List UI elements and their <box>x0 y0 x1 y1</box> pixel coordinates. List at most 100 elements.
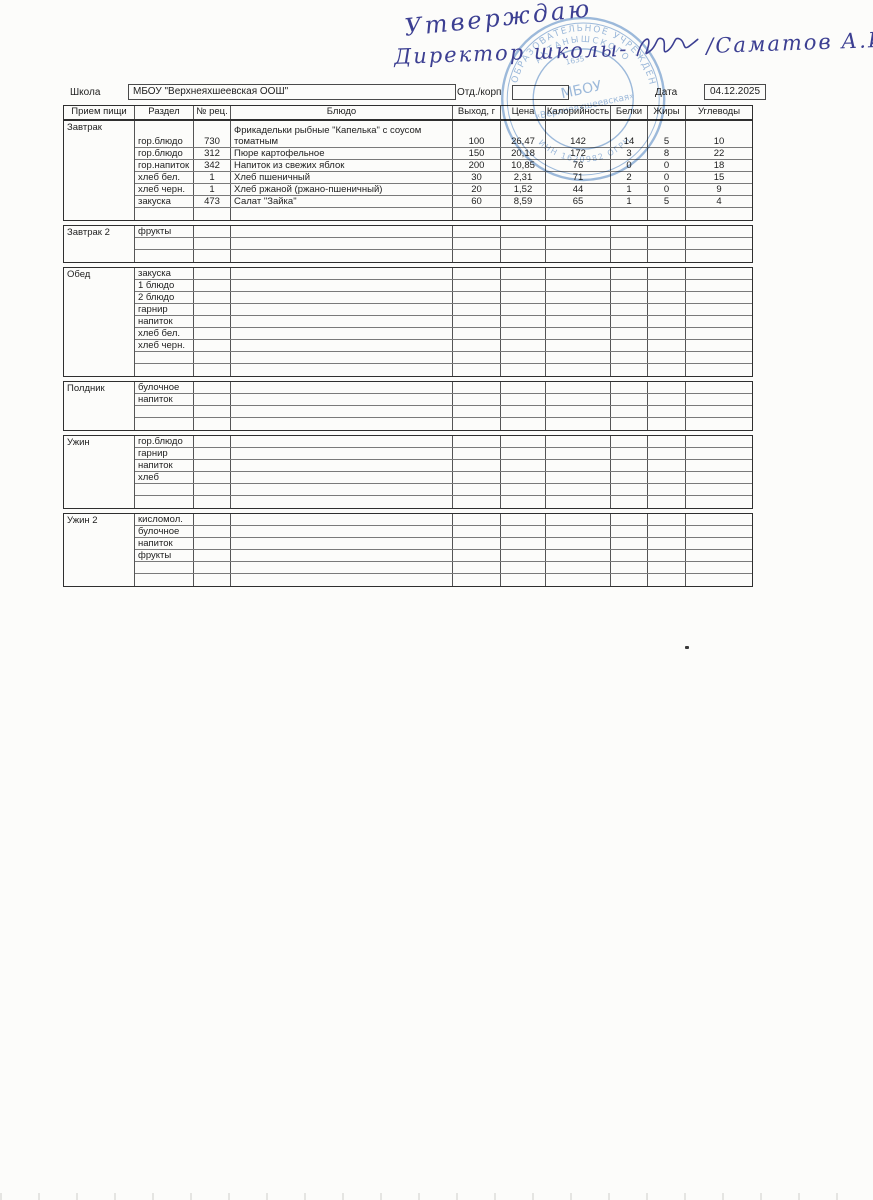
table-cell: гор.напиток <box>135 160 194 171</box>
table-cell <box>231 268 453 279</box>
table-cell <box>686 496 752 508</box>
table-cell <box>501 460 546 471</box>
table-cell <box>611 304 648 315</box>
table-cell <box>231 364 453 376</box>
table-cell <box>453 460 501 471</box>
table-cell <box>648 268 686 279</box>
table-cell <box>611 550 648 561</box>
table-cell <box>453 352 501 363</box>
table-cell <box>648 472 686 483</box>
table-cell: гор.блюдо <box>135 436 194 447</box>
table-cell <box>686 352 752 363</box>
table-cell <box>611 340 648 351</box>
column-header: Прием пищи <box>64 106 135 119</box>
table-cell <box>686 364 752 376</box>
table-cell <box>501 574 546 586</box>
table-cell <box>648 418 686 430</box>
table-cell <box>611 448 648 459</box>
section-body: Ужин гор.блюдо гарнир напиток хлеб <box>64 436 752 508</box>
table-cell: 1 <box>611 196 648 207</box>
table-cell <box>686 394 752 405</box>
table-cell: 44 <box>546 184 611 195</box>
table-cell: 730 <box>194 121 231 147</box>
table-cell: 150 <box>453 148 501 159</box>
table-cell <box>194 352 231 363</box>
table-cell <box>686 460 752 471</box>
table-cell: 142 <box>546 121 611 147</box>
table-cell <box>194 448 231 459</box>
table-cell <box>686 292 752 303</box>
table-cell <box>231 460 453 471</box>
table-cell <box>546 208 611 220</box>
table-cell: 2,31 <box>501 172 546 183</box>
table-cell <box>611 316 648 327</box>
table-cell <box>686 250 752 262</box>
table-cell: 9 <box>716 184 722 195</box>
table-row: гор.блюдо 312 Пюре картофельное 150 20,18 172… <box>135 148 752 160</box>
table-row <box>135 250 752 262</box>
table-row <box>135 574 752 586</box>
table-cell <box>194 496 231 508</box>
meal-section: Обед закуска 1 блюдо 2 блюдо гарнир напиток хл… <box>63 267 753 377</box>
table-cell <box>501 250 546 262</box>
table-cell: 18 <box>713 160 725 171</box>
handwritten-director-name: /Саматов А.И./ <box>705 27 873 59</box>
table-cell <box>501 352 546 363</box>
table-cell <box>648 226 686 237</box>
table-cell <box>648 238 686 249</box>
table-cell <box>453 448 501 459</box>
table-cell <box>546 484 611 495</box>
meal-section: Ужин 2 кисломол. булочное напиток фрукты <box>63 513 753 587</box>
table-cell <box>194 562 231 573</box>
table-row: напиток <box>135 460 752 472</box>
table-cell: 8 <box>648 148 686 159</box>
table-cell: фрукты <box>135 226 194 237</box>
table-cell <box>194 484 231 495</box>
table-cell <box>501 496 546 508</box>
table-cell <box>501 328 546 339</box>
table-cell <box>546 448 611 459</box>
table-row: булочное <box>135 526 752 538</box>
table-cell: 5 <box>648 121 686 147</box>
table-cell <box>194 394 231 405</box>
table-cell: гарнир <box>135 304 194 315</box>
table-cell <box>135 250 194 262</box>
table-cell <box>611 268 648 279</box>
table-cell: 200 <box>453 160 501 171</box>
table-cell <box>194 268 231 279</box>
dept-field-label: Отд./корп <box>457 87 502 98</box>
table-cell <box>648 208 686 220</box>
table-cell <box>648 394 686 405</box>
table-row: хлеб <box>135 472 752 484</box>
section-body: Ужин 2 кисломол. булочное напиток фрукты <box>64 514 752 586</box>
meal-section: Ужин гор.блюдо гарнир напиток хлеб <box>63 435 753 509</box>
table-cell <box>501 406 546 417</box>
table-cell <box>686 448 752 459</box>
table-cell <box>453 340 501 351</box>
table-cell: 76 <box>546 160 611 171</box>
table-cell <box>231 448 453 459</box>
table-row: гор.напиток 342 Напиток из свежих яблок 200… <box>135 160 752 172</box>
table-cell <box>686 268 752 279</box>
table-cell <box>501 316 546 327</box>
table-cell <box>231 316 453 327</box>
table-cell <box>648 514 686 525</box>
table-cell: напиток <box>135 460 194 471</box>
table-cell <box>501 472 546 483</box>
table-cell: напиток <box>135 394 194 405</box>
table-cell <box>546 460 611 471</box>
table-cell <box>686 238 752 249</box>
table-cell <box>194 472 231 483</box>
table-row: хлеб черн. <box>135 340 752 352</box>
table-cell: Хлеб ржаной (ржано-пшеничный) <box>231 184 453 195</box>
table-cell <box>501 484 546 495</box>
table-cell: булочное <box>135 526 194 537</box>
table-cell: 65 <box>546 196 611 207</box>
section-name: Ужин <box>64 436 135 508</box>
table-cell: 20,18 <box>501 148 546 159</box>
table-cell <box>686 538 752 549</box>
section-body: Обед закуска 1 блюдо 2 блюдо гарнир напиток хл… <box>64 268 752 376</box>
table-cell: хлеб бел. <box>135 172 194 183</box>
table-cell <box>231 328 453 339</box>
table-cell: 0 <box>648 160 686 171</box>
